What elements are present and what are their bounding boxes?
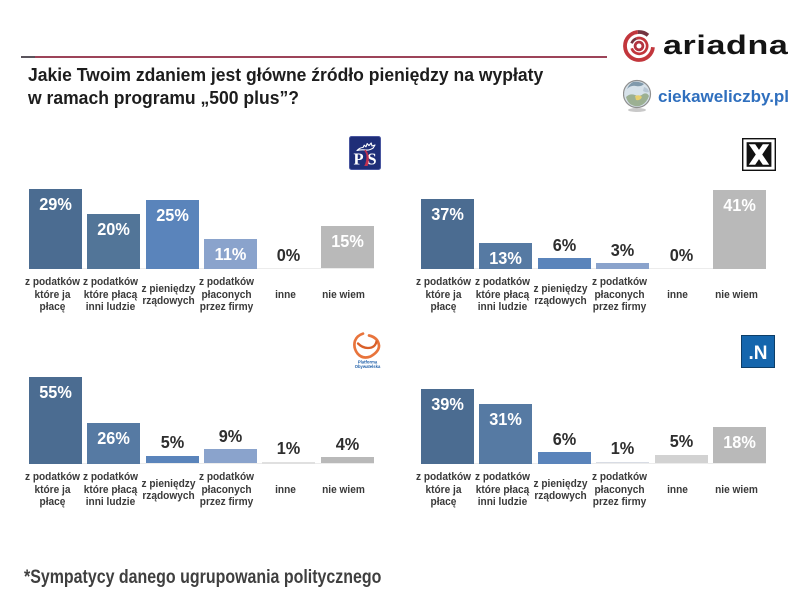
svg-text:Obywatelska: Obywatelska [355,364,381,369]
svg-text:Platforma: Platforma [358,360,378,365]
svg-text:P: P [353,150,363,169]
svg-text:S: S [367,150,376,169]
svg-text:.N: .N [749,343,768,364]
